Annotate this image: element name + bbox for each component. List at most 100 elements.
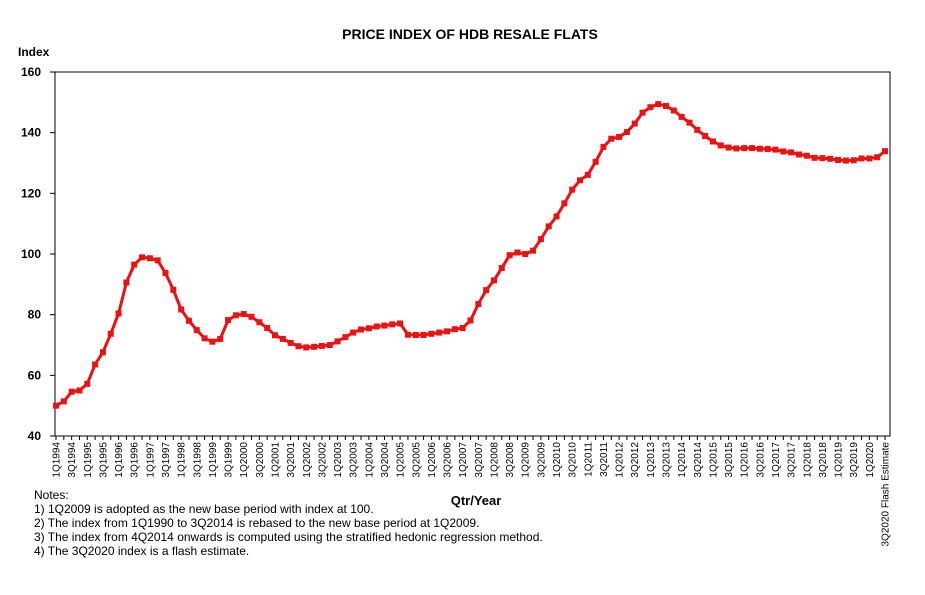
marker: [514, 249, 521, 256]
x-tick-label: 1Q2008: [489, 442, 500, 478]
marker: [749, 145, 756, 152]
x-tick-label: 3Q1997: [161, 442, 172, 478]
marker: [756, 145, 763, 152]
marker: [717, 142, 724, 149]
x-tick-label: 1Q1996: [114, 442, 125, 478]
marker: [631, 120, 638, 127]
marker: [600, 143, 607, 150]
marker: [311, 343, 318, 350]
x-tick-label: 1Q1994: [52, 442, 63, 478]
x-tick-label: 3Q2003: [349, 442, 360, 478]
marker: [530, 247, 537, 254]
marker: [788, 149, 795, 156]
marker: [115, 310, 122, 317]
x-tick-label: 3Q2002: [317, 442, 328, 478]
marker: [271, 332, 278, 339]
marker: [733, 145, 740, 152]
marker: [264, 325, 271, 332]
x-tick-label: 1Q1999: [208, 442, 219, 478]
y-tick-label: 100: [21, 247, 41, 261]
marker: [318, 342, 325, 349]
note: 4) The 3Q2020 index is a flash estimate.: [34, 544, 249, 558]
marker: [858, 155, 865, 162]
marker: [358, 326, 365, 333]
x-axis-label: Qtr/Year: [451, 493, 502, 508]
marker: [882, 148, 888, 155]
marker: [170, 286, 177, 293]
marker: [389, 321, 396, 328]
x-tick-label: 1Q2014: [677, 442, 688, 478]
marker: [209, 338, 216, 345]
x-tick-label: 3Q2000: [255, 442, 266, 478]
marker: [795, 151, 802, 158]
x-tick-label: 3Q1995: [98, 442, 109, 478]
marker: [475, 301, 482, 308]
notes-title: Notes:: [34, 488, 69, 502]
marker: [185, 317, 192, 324]
x-tick-label: 3Q2013: [662, 442, 673, 478]
marker: [592, 158, 599, 165]
marker: [459, 325, 466, 332]
x-tick-label: 1Q1997: [145, 442, 156, 478]
marker: [835, 156, 842, 163]
x-tick-label: 1Q2003: [333, 442, 344, 478]
marker: [420, 331, 427, 338]
marker: [279, 335, 286, 342]
x-tick-label: 1Q2007: [458, 442, 469, 478]
marker: [670, 107, 677, 114]
marker: [68, 388, 75, 395]
marker: [428, 330, 435, 337]
marker: [780, 148, 787, 155]
x-tick-label: 1Q2015: [708, 442, 719, 478]
note: 2) The index from 1Q1990 to 3Q2014 is re…: [34, 516, 479, 530]
y-tick-label: 40: [28, 429, 42, 443]
marker: [811, 154, 818, 161]
x-tick-label: 3Q2010: [568, 442, 579, 478]
marker: [561, 200, 568, 207]
marker: [608, 135, 615, 142]
note: 1) 1Q2009 is adopted as the new base per…: [34, 502, 374, 516]
marker: [569, 186, 576, 193]
x-tick-label: 1Q2016: [740, 442, 751, 478]
marker: [123, 279, 130, 286]
y-tick-label: 80: [28, 308, 42, 322]
marker: [240, 311, 247, 318]
marker: [655, 101, 662, 108]
marker: [663, 102, 670, 109]
marker: [295, 343, 302, 350]
x-tick-label: 1Q2011: [583, 442, 594, 477]
marker: [326, 342, 333, 348]
x-tick-label: 3Q2014: [693, 442, 704, 478]
x-tick-label: 1Q2006: [427, 442, 438, 478]
marker: [827, 155, 834, 162]
chart-title: PRICE INDEX OF HDB RESALE FLATS: [342, 26, 598, 42]
marker: [217, 335, 224, 342]
marker: [99, 349, 106, 356]
marker: [84, 380, 91, 387]
x-tick-label: 3Q2001: [286, 442, 297, 478]
marker: [232, 312, 239, 319]
x-tick-label: 1Q2001: [270, 442, 281, 478]
y-axis-label: Index: [18, 45, 50, 59]
marker: [436, 329, 443, 336]
marker: [678, 113, 685, 120]
marker: [623, 129, 630, 136]
marker: [725, 144, 732, 151]
x-tick-label: 1Q2013: [646, 442, 657, 478]
marker: [639, 109, 646, 116]
x-tick-label: 3Q2016: [755, 442, 766, 478]
x-tick-label: 1Q2018: [802, 442, 813, 478]
marker: [483, 287, 490, 294]
marker: [709, 138, 716, 145]
marker: [764, 146, 771, 153]
marker: [498, 264, 505, 271]
marker: [139, 254, 146, 261]
marker: [53, 402, 59, 409]
x-tick-label: 3Q2020 Flash Estimate: [881, 442, 892, 547]
x-tick-label: 1Q2017: [771, 442, 782, 478]
x-tick-label: 3Q2005: [411, 442, 422, 478]
x-tick-label: 3Q1994: [67, 442, 78, 478]
marker: [178, 306, 185, 313]
x-tick-label: 1Q2012: [615, 442, 626, 478]
